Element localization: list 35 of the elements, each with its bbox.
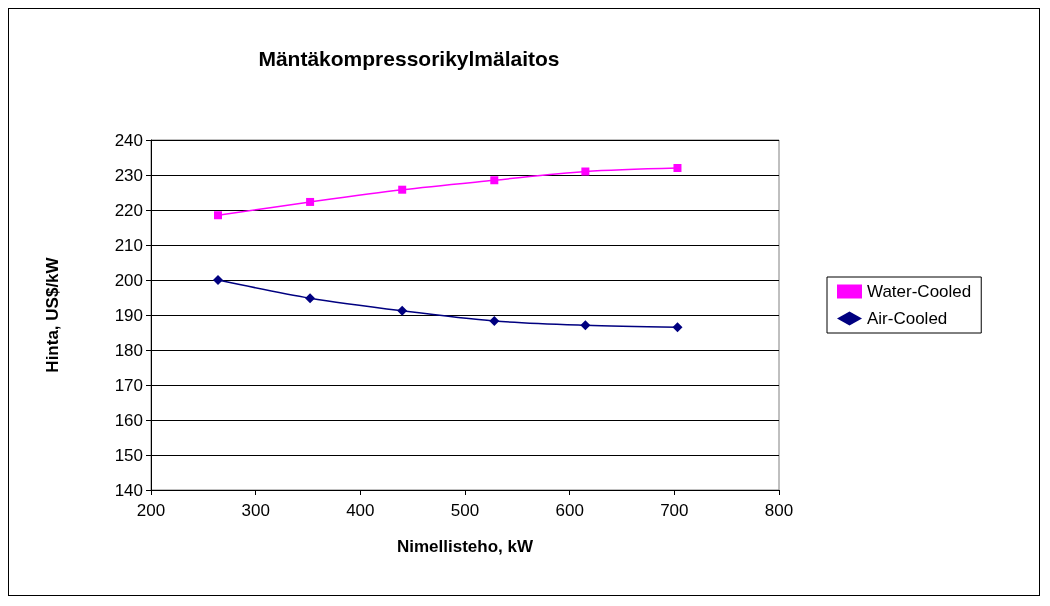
y-tick-label: 210: [114, 235, 143, 255]
legend-label: Air-Cooled: [867, 309, 948, 328]
y-tick-label: 180: [114, 340, 143, 360]
x-tick-label: 600: [555, 501, 584, 520]
y-tick-label: 240: [114, 130, 143, 150]
x-axis-title: Nimellisteho, kW: [396, 537, 534, 556]
y-tick-label: 190: [114, 305, 143, 325]
point: [397, 305, 408, 316]
point: [581, 167, 590, 176]
point: [213, 211, 222, 220]
y-tick-label: 200: [114, 270, 143, 290]
y-tick-label: 170: [114, 375, 143, 395]
y-tick-label: 220: [114, 200, 143, 220]
y-tick-label: 140: [114, 480, 143, 500]
point: [673, 164, 682, 172]
point: [398, 185, 407, 194]
x-tick-label: 200: [136, 501, 166, 520]
point: [305, 293, 316, 304]
point: [306, 197, 315, 206]
point: [490, 176, 499, 185]
y-tick-label: 230: [114, 165, 143, 185]
legend-label: Water-Cooled: [867, 282, 972, 301]
point: [672, 322, 683, 333]
chart-title: Mäntäkompressorikylmälaitos: [258, 47, 560, 70]
y-axis-title: Hinta, US$/kW: [43, 256, 62, 373]
x-tick-label: 700: [660, 501, 689, 520]
x-tick-label: 800: [764, 501, 794, 520]
point: [212, 275, 223, 285]
x-tick-label: 300: [241, 501, 270, 520]
x-tick-label: 500: [450, 501, 480, 520]
x-tick-label: 400: [346, 501, 375, 520]
point: [580, 320, 591, 331]
point: [489, 315, 500, 326]
y-tick-label: 150: [114, 445, 143, 465]
y-tick-label: 160: [114, 410, 143, 430]
